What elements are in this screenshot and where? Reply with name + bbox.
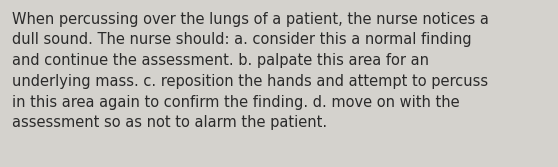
Text: When percussing over the lungs of a patient, the nurse notices a
dull sound. The: When percussing over the lungs of a pati… [12, 12, 489, 130]
